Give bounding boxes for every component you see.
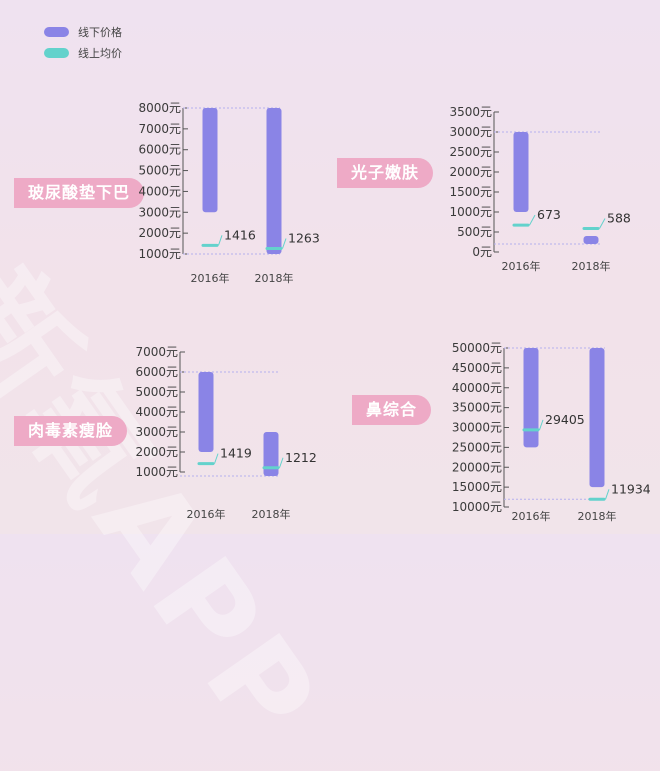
chart3-online-marker-1 [197,462,215,466]
chart-title-1: 玻尿酸垫下巴 [14,178,145,208]
chart1-online-label-1: 1416 [224,227,256,242]
chart3-ytick-label: 5000元 [135,385,178,399]
chart1-online-leader-1 [218,235,223,246]
chart2-offline-bar-2 [583,236,599,244]
chart1-offline-bar-1 [202,108,218,213]
chart2-ytick-label: 1500元 [449,185,492,199]
chart4-ytick-label: 50000元 [452,341,502,355]
chart3-online-leader-2 [279,457,284,468]
chart3-online-label-1: 1419 [220,446,252,461]
chart2-online-marker-2 [582,226,600,230]
chart2-xtick-label-1: 2016年 [502,259,541,273]
chart2-ytick-label: 0元 [472,245,492,259]
chart3-xtick-label-2: 2018年 [252,507,291,521]
legend-swatch-offline [44,27,69,37]
chart4-online-label-1: 29405 [545,412,585,427]
chart1-online-label-2: 1263 [288,231,320,246]
chart2-xtick-label-2: 2018年 [572,259,611,273]
chart4-ytick-label: 45000元 [452,361,502,375]
legend-label-online: 线上均价 [78,47,122,60]
chart2-online-leader-2 [599,218,606,229]
chart4-online-marker-1 [522,428,540,432]
chart1-xtick-label-1: 2016年 [191,271,230,285]
chart4-ytick-label: 35000元 [452,401,502,415]
chart1-ytick-label: 2000元 [138,226,181,240]
chart3-offline-bar-2 [263,432,279,476]
chart1-offline-bar-2 [266,108,282,254]
chart4-xtick-label-2: 2018年 [578,509,617,523]
chart1-ytick-label: 7000元 [138,122,181,136]
chart-title-3: 肉毒素瘦脸 [14,416,128,446]
chart3-xtick-label-1: 2016年 [187,507,226,521]
chart2-ytick-label: 3000元 [449,125,492,139]
chart1-ytick-label: 6000元 [138,143,181,157]
chart-title-4: 鼻综合 [352,395,432,425]
legend: 线下价格 线上均价 [44,22,122,64]
chart3-ytick-label: 4000元 [135,405,178,419]
chart2-online-leader-1 [529,214,536,226]
chart3-online-leader-1 [214,453,219,464]
chart2-ytick-label: 500元 [457,225,492,239]
chart4-xtick-label-1: 2016年 [512,509,551,523]
legend-item-online: 线上均价 [44,43,122,63]
chart2-online-label-1: 673 [537,207,561,222]
chart1-ytick-label: 5000元 [138,164,181,178]
chart3-online-label-2: 1212 [285,450,317,465]
chart4-online-label-2: 11934 [611,481,651,496]
chart2-ytick-label: 2000元 [449,165,492,179]
chart3-ytick-label: 6000元 [135,365,178,379]
chart1-online-marker-1 [201,243,219,247]
chart3-ytick-label: 7000元 [135,345,178,359]
chart3-ytick-label: 2000元 [135,445,178,459]
legend-item-offline: 线下价格 [44,22,122,42]
chart2-offline-bar-1 [513,132,529,212]
chart1-xtick-label-2: 2018年 [255,271,294,285]
chart4-online-leader-1 [539,419,544,431]
chart3-offline-bar-1 [198,372,214,452]
chart4-online-marker-2 [588,497,606,501]
chart3-ytick-label: 3000元 [135,425,178,439]
chart-title-2: 光子嫩肤 [337,158,434,188]
chart2-online-marker-1 [512,223,530,227]
chart4-offline-bar-1 [523,348,539,448]
chart1-ytick-label: 4000元 [138,184,181,198]
chart1-online-leader-2 [282,238,287,249]
chart4-offline-bar-2 [589,348,605,488]
chart2-ytick-label: 2500元 [449,145,492,159]
chart4-ytick-label: 25000元 [452,440,502,454]
chart1-ytick-label: 8000元 [138,101,181,115]
chart2-ytick-label: 1000元 [449,205,492,219]
chart2-online-label-2: 588 [607,210,631,225]
chart4-ytick-label: 15000元 [452,480,502,494]
chart2-ytick-label: 3500元 [449,105,492,119]
chart4-ytick-label: 40000元 [452,381,502,395]
chart1-online-marker-2 [265,247,283,251]
chart3-ytick-label: 1000元 [135,465,178,479]
chart4-online-leader-2 [605,489,610,500]
charts-canvas: 1000元 2000元 3000元 4000元 5000元 6000元 7000元 8000元… [135,101,651,523]
legend-label-offline: 线下价格 [78,26,122,39]
chart3-online-marker-2 [262,466,280,470]
chart1-ytick-label: 3000元 [138,205,181,219]
legend-swatch-online [44,48,69,58]
chart4-ytick-label: 20000元 [452,460,502,474]
chart4-ytick-label: 30000元 [452,421,502,435]
chart4-ytick-label: 10000元 [452,500,502,514]
chart1-ytick-label: 1000元 [138,247,181,261]
